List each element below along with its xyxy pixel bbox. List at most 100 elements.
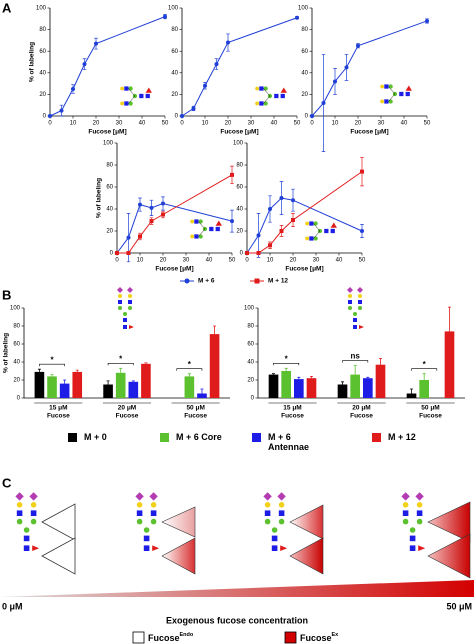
y-tick-label: 80	[236, 163, 243, 169]
x-tick-label: 30	[116, 121, 123, 127]
bar	[363, 378, 373, 398]
significance-label: *	[50, 355, 54, 364]
data-point	[94, 41, 98, 46]
y-tick-label: 20	[247, 378, 254, 384]
legend-label: M + 12	[268, 278, 288, 285]
x-tick-label: 20	[355, 121, 362, 127]
y-tick-label: 100	[233, 141, 244, 147]
error-bar	[213, 325, 217, 335]
y-tick-label: 20	[171, 92, 178, 98]
bar	[268, 374, 279, 398]
x-tick-label: 40	[401, 121, 408, 127]
data-point	[279, 229, 284, 233]
x-tick-label: 10	[70, 121, 77, 127]
x-tick-label: 20	[225, 121, 232, 127]
data-point	[138, 202, 142, 207]
significance-label: *	[285, 354, 289, 363]
y-tick-label: 80	[106, 163, 113, 169]
data-point	[310, 114, 314, 118]
data-point	[425, 18, 429, 23]
glycan-icon	[117, 287, 134, 329]
error-bar	[284, 367, 288, 371]
y-axis-label: % of labeling	[3, 333, 10, 373]
error-bar	[187, 373, 191, 377]
error-bar	[144, 362, 148, 364]
data-point	[203, 83, 207, 88]
bar	[209, 334, 220, 398]
y-tick-label: 100	[298, 6, 309, 12]
error-bar	[75, 369, 79, 372]
x-tick-label: Fucose	[116, 413, 139, 420]
y-tick-label: 100	[168, 6, 179, 12]
glycan-scheme	[15, 492, 471, 579]
data-line	[246, 197, 363, 254]
data-point	[126, 251, 131, 255]
data-point	[149, 205, 154, 210]
bar	[406, 393, 417, 398]
error-bar	[131, 380, 135, 382]
bar	[337, 384, 348, 398]
data-point	[226, 40, 230, 45]
x-tick-label: 40	[139, 121, 146, 127]
significance-label: ns	[350, 352, 360, 361]
data-point	[295, 15, 299, 20]
y-tick-label: 0	[175, 114, 179, 120]
data-point	[191, 106, 196, 111]
x-tick-label: 0	[48, 121, 52, 127]
bar	[184, 376, 195, 398]
legend-swatch	[160, 433, 169, 442]
x-axis-label: Fucose [μM]	[155, 266, 193, 273]
x-tick-label: Fucose	[47, 413, 70, 420]
data-point	[149, 219, 154, 224]
data-line	[116, 202, 233, 254]
x-tick-label: 0	[245, 258, 249, 264]
x-tick-label: 15 μM	[49, 405, 67, 412]
bar	[59, 383, 70, 398]
data-point	[230, 219, 234, 224]
x-tick-label: 40	[271, 121, 278, 127]
y-tick-label: 0	[110, 251, 114, 257]
error-bar	[297, 376, 301, 380]
legend-swatch	[68, 433, 77, 442]
significance-bracket	[176, 368, 203, 371]
y-tick-label: 60	[39, 49, 46, 55]
data-line	[117, 174, 233, 254]
y-tick-label: 40	[39, 70, 46, 76]
y-tick-label: 100	[36, 6, 47, 12]
x-tick-label: 20 μM	[118, 405, 136, 412]
error-bar	[366, 376, 370, 379]
y-tick-label: 60	[171, 49, 178, 55]
bar	[306, 378, 317, 398]
y-tick-label: 100	[103, 141, 114, 147]
data-line	[49, 16, 166, 117]
x-tick-label: 15 μM	[283, 405, 301, 412]
error-bar	[119, 367, 123, 373]
legend-marker	[184, 278, 190, 284]
x-tick-label: 50	[162, 121, 169, 127]
x-tick-label: 30	[378, 121, 385, 127]
legend-label: M + 0	[84, 432, 107, 442]
data-point	[256, 251, 261, 255]
x-tick-label: 20	[93, 121, 100, 127]
significance-label: *	[119, 354, 123, 363]
y-tick-label: 80	[39, 27, 46, 33]
legend-label: FucoseEx	[300, 632, 339, 643]
panel-label: A	[2, 0, 12, 15]
y-tick-label: 100	[244, 306, 255, 312]
bar	[350, 374, 360, 398]
y-tick-label: 40	[236, 207, 243, 213]
significance-bracket	[411, 368, 438, 371]
panel-label: B	[2, 287, 11, 302]
data-line	[247, 171, 363, 254]
range-start: 0 μM	[2, 601, 23, 611]
y-tick-label: 20	[39, 92, 46, 98]
glycan-icon	[305, 221, 337, 241]
data-point	[161, 212, 165, 217]
error-bar	[106, 380, 110, 385]
error-bar	[63, 379, 67, 384]
y-tick-label: 80	[247, 324, 254, 330]
error-bar	[410, 388, 414, 394]
legend-label: M + 6	[198, 278, 215, 285]
y-tick-label: 80	[301, 27, 308, 33]
